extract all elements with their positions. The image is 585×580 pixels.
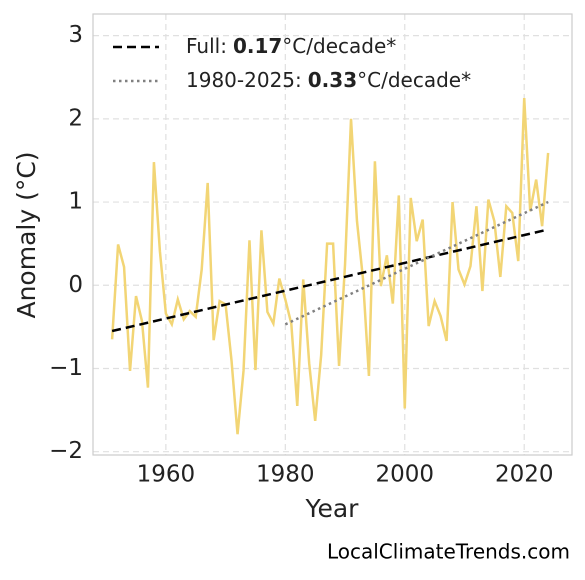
legend-unit: °C/decade* [357, 68, 471, 92]
credit: LocalClimateTrends.com [327, 540, 570, 564]
legend-entry: 1980-2025: 0.33°C/decade* [186, 68, 471, 92]
y-tick-label: 3 [68, 22, 83, 48]
legend-entry: Full: 0.17°C/decade* [186, 34, 396, 58]
y-tick-label: 2 [68, 105, 83, 131]
legend-name: Full: [186, 34, 227, 58]
x-tick-label: 1980 [256, 462, 315, 488]
x-tick-label: 2000 [375, 462, 434, 488]
x-tick-label: 2020 [495, 462, 554, 488]
trend-line [284, 200, 549, 326]
y-axis-label: Anomaly (°C) [12, 151, 41, 318]
y-tick-label: −1 [49, 355, 83, 381]
legend-name: 1980-2025: [186, 68, 302, 92]
x-tick-label: 1960 [137, 462, 196, 488]
y-tick-label: −2 [49, 438, 83, 464]
legend-slope: 0.33 [308, 68, 357, 92]
y-tick-label: 1 [68, 189, 83, 215]
legend-slope: 0.17 [233, 34, 282, 58]
legend-unit: °C/decade* [282, 34, 396, 58]
data-line [110, 97, 550, 435]
x-axis-label: Year [305, 494, 360, 523]
trend-line [111, 228, 549, 333]
y-tick-label: 0 [68, 272, 83, 298]
plot-frame [92, 13, 573, 456]
